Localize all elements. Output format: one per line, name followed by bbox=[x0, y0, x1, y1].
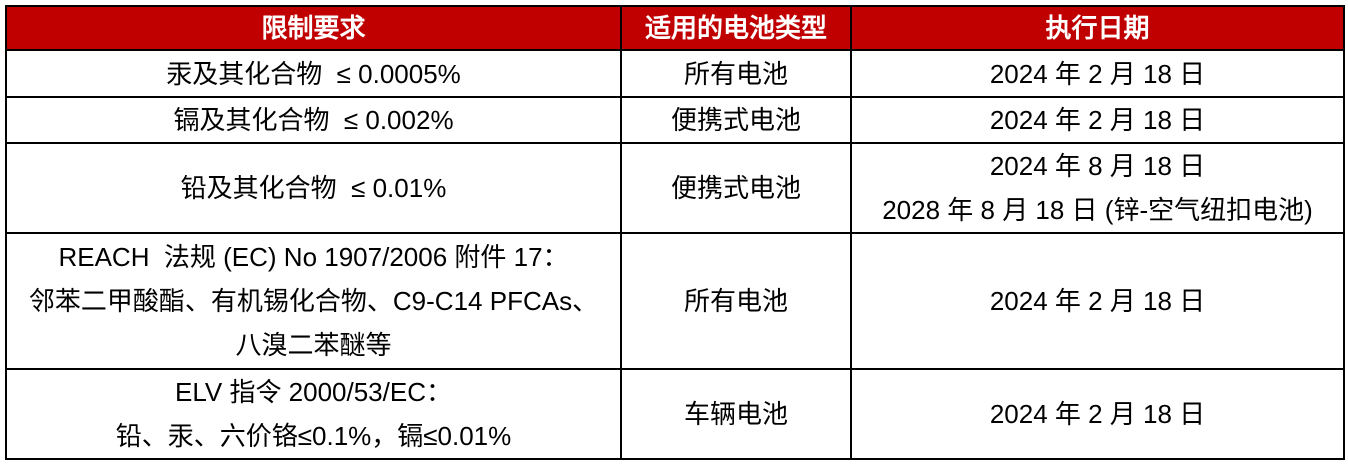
table-row: 镉及其化合物 ≤ 0.002% 便携式电池 2024 年 2 月 18 日 bbox=[5, 96, 1345, 144]
cell-requirement: REACH 法规 (EC) No 1907/2006 附件 17： 邻苯二甲酸酯… bbox=[5, 232, 622, 370]
cell-requirement: 铅及其化合物 ≤ 0.01% bbox=[5, 142, 622, 234]
cell-battery-type: 便携式电池 bbox=[620, 142, 852, 234]
table-row: ELV 指令 2000/53/EC： 铅、汞、六价铬≤0.1%，镉≤0.01% … bbox=[5, 368, 1345, 460]
cell-date: 2024 年 2 月 18 日 bbox=[850, 49, 1345, 98]
cell-date: 2024 年 2 月 18 日 bbox=[850, 96, 1345, 144]
cell-date: 2024 年 2 月 18 日 bbox=[850, 232, 1345, 370]
battery-restrictions-table: 限制要求 适用的电池类型 执行日期 汞及其化合物 ≤ 0.0005% 所有电池 … bbox=[5, 5, 1345, 460]
cell-battery-type: 所有电池 bbox=[620, 49, 852, 98]
cell-date: 2024 年 8 月 18 日 2028 年 8 月 18 日 (锌-空气纽扣电… bbox=[850, 142, 1345, 234]
cell-battery-type: 所有电池 bbox=[620, 232, 852, 370]
table-row: 汞及其化合物 ≤ 0.0005% 所有电池 2024 年 2 月 18 日 bbox=[5, 49, 1345, 98]
cell-requirement: 镉及其化合物 ≤ 0.002% bbox=[5, 96, 622, 144]
cell-date: 2024 年 2 月 18 日 bbox=[850, 368, 1345, 460]
header-cell-battery-type: 适用的电池类型 bbox=[620, 5, 852, 51]
cell-battery-type: 便携式电池 bbox=[620, 96, 852, 144]
header-cell-requirement: 限制要求 bbox=[5, 5, 622, 51]
header-row: 限制要求 适用的电池类型 执行日期 bbox=[5, 5, 1345, 51]
header-cell-date: 执行日期 bbox=[850, 5, 1345, 51]
cell-requirement: 汞及其化合物 ≤ 0.0005% bbox=[5, 49, 622, 98]
cell-battery-type: 车辆电池 bbox=[620, 368, 852, 460]
table-row: REACH 法规 (EC) No 1907/2006 附件 17： 邻苯二甲酸酯… bbox=[5, 232, 1345, 370]
table-row: 铅及其化合物 ≤ 0.01% 便携式电池 2024 年 8 月 18 日 202… bbox=[5, 142, 1345, 234]
cell-requirement: ELV 指令 2000/53/EC： 铅、汞、六价铬≤0.1%，镉≤0.01% bbox=[5, 368, 622, 460]
